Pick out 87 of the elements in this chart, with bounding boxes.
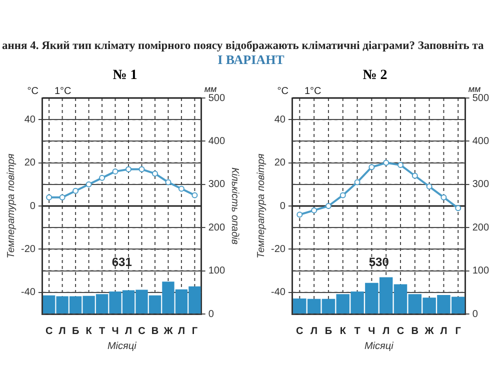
y-tick-label: -20 [271, 244, 286, 255]
y2-tick-label: 500 [208, 92, 226, 104]
x-tick-label: Т [354, 326, 360, 337]
y-tick-label: 40 [274, 114, 286, 126]
x-tick-label: К [86, 326, 93, 337]
x-tick-label: С [396, 326, 404, 337]
y-tick-label: -40 [271, 287, 286, 298]
point [59, 194, 66, 200]
point [86, 181, 92, 188]
x-tick-label: Л [382, 326, 390, 337]
point [138, 166, 145, 172]
annotation: 530 [368, 255, 390, 270]
point [99, 174, 106, 181]
x-tick-label: Л [310, 326, 318, 337]
point [72, 188, 79, 194]
point [178, 186, 184, 192]
x-tick-label: Т [98, 326, 106, 337]
text: 1°C [54, 86, 72, 97]
point [126, 166, 132, 172]
point [152, 170, 158, 177]
point [397, 162, 404, 168]
x-tick-label: Г [455, 326, 462, 337]
chart-title: № 1 [112, 68, 138, 84]
y2-tick-label: 300 [208, 179, 226, 190]
y-axis-title: Температура повітря [6, 152, 17, 258]
x-tick-label: Л [124, 326, 132, 337]
point [112, 168, 118, 174]
annotation: 631 [112, 255, 132, 270]
chart-title: № 2 [362, 68, 388, 84]
text: °C [27, 86, 38, 97]
y2-tick-label: 500 [472, 92, 490, 104]
point [46, 194, 52, 200]
x-tick-label: В [411, 326, 419, 337]
point [368, 164, 375, 170]
point [192, 192, 198, 198]
x-tick-label: Ч [368, 326, 376, 337]
point [426, 184, 432, 190]
x-tick-label: Б [324, 326, 332, 337]
point [412, 172, 418, 179]
point [311, 207, 318, 214]
y-tick-label: 20 [24, 158, 36, 169]
text: °C [277, 86, 288, 97]
x-tick-label: В [151, 326, 159, 337]
x-tick-label: Ж [424, 326, 435, 337]
point [165, 179, 172, 186]
point [455, 205, 462, 212]
y-tick-label: 0 [280, 200, 286, 212]
x-tick-label: С [138, 326, 146, 337]
text: мм [468, 84, 481, 94]
y2-tick-label: 200 [208, 222, 226, 234]
y-tick-label: -40 [21, 287, 36, 298]
text: мм [204, 84, 217, 94]
x-tick-label: Ч [112, 326, 119, 337]
x-tick-label: С [296, 326, 304, 337]
y2-tick-label: 200 [472, 222, 490, 234]
point [440, 194, 447, 200]
y2-tick-label: 400 [208, 136, 226, 147]
y-axis-title: Температура повітря [256, 152, 267, 258]
y2-axis-title: Кількість опадів [229, 168, 240, 244]
point [296, 212, 303, 218]
point [340, 192, 346, 198]
x-axis-title: Місяці [364, 340, 394, 352]
y-tick-label: 40 [24, 114, 36, 126]
y-tick-label: -20 [21, 244, 36, 255]
y2-tick-label: 0 [472, 308, 478, 320]
x-tick-label: Л [58, 326, 66, 337]
y2-tick-label: 400 [472, 136, 490, 147]
x-tick-label: Ж [162, 326, 174, 337]
point [383, 160, 390, 166]
y2-tick-label: 100 [472, 266, 490, 277]
x-axis-title: Місяці [107, 340, 138, 352]
y2-tick-label: 100 [208, 266, 226, 277]
text: ання 4. Який тип клімату помірного поясу відображають кліматичні діаграми? Заповніть та [1, 40, 485, 52]
y-tick-label: 20 [274, 158, 286, 169]
x-tick-label: С [45, 326, 53, 337]
text: I ВАРІАНТ [216, 52, 286, 68]
x-tick-label: Г [192, 326, 198, 337]
point [325, 203, 332, 209]
y-tick-label: 0 [30, 200, 36, 212]
x-tick-label: Л [178, 326, 185, 337]
y2-tick-label: 300 [472, 179, 490, 190]
x-tick-label: К [340, 326, 347, 337]
x-tick-label: Л [440, 326, 448, 337]
x-tick-label: Б [72, 326, 80, 337]
text: 1°C [304, 86, 322, 97]
point [354, 179, 360, 186]
y2-tick-label: 0 [208, 308, 214, 320]
